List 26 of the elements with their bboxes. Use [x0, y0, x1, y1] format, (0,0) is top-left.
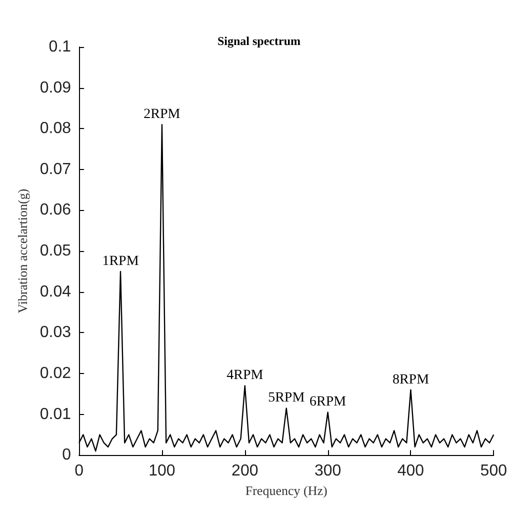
chart-title: Signal spectrum	[217, 34, 301, 48]
x-tick-label: 400	[397, 462, 424, 480]
x-tick-label: 500	[480, 462, 508, 480]
y-tick-label: 0.04	[40, 283, 72, 300]
y-tick-label: 0.1	[48, 38, 72, 56]
x-axis-title: Frequency (Hz)	[245, 483, 328, 498]
annotation: 4RPM	[226, 368, 264, 384]
x-tick-label: 200	[232, 462, 258, 480]
x-tick-label: 100	[148, 462, 176, 480]
y-tick-label: 0.08	[40, 120, 72, 138]
annotation: 8RPM	[392, 372, 430, 388]
annotation: 1RPM	[102, 254, 140, 269]
y-axis-title: Vibration accelartion(g)	[15, 188, 30, 314]
y-tick-label: 0.09	[40, 79, 72, 96]
y-tick-label: 0.06	[40, 202, 72, 219]
y-tick-label: 0	[62, 446, 72, 464]
y-tick-label: 0.03	[40, 324, 72, 342]
y-tick-label: 0.07	[40, 160, 72, 178]
y-tick-label: 0.01	[40, 406, 72, 423]
x-tick-label: 0	[74, 462, 84, 480]
annotation: 6RPM	[310, 394, 347, 410]
x-tick-label: 300	[314, 462, 342, 480]
annotation: 5RPM	[268, 390, 306, 406]
y-tick-label: 0.02	[40, 364, 72, 382]
annotation: 2RPM	[144, 107, 181, 122]
y-tick-label: 0.05	[40, 242, 72, 260]
